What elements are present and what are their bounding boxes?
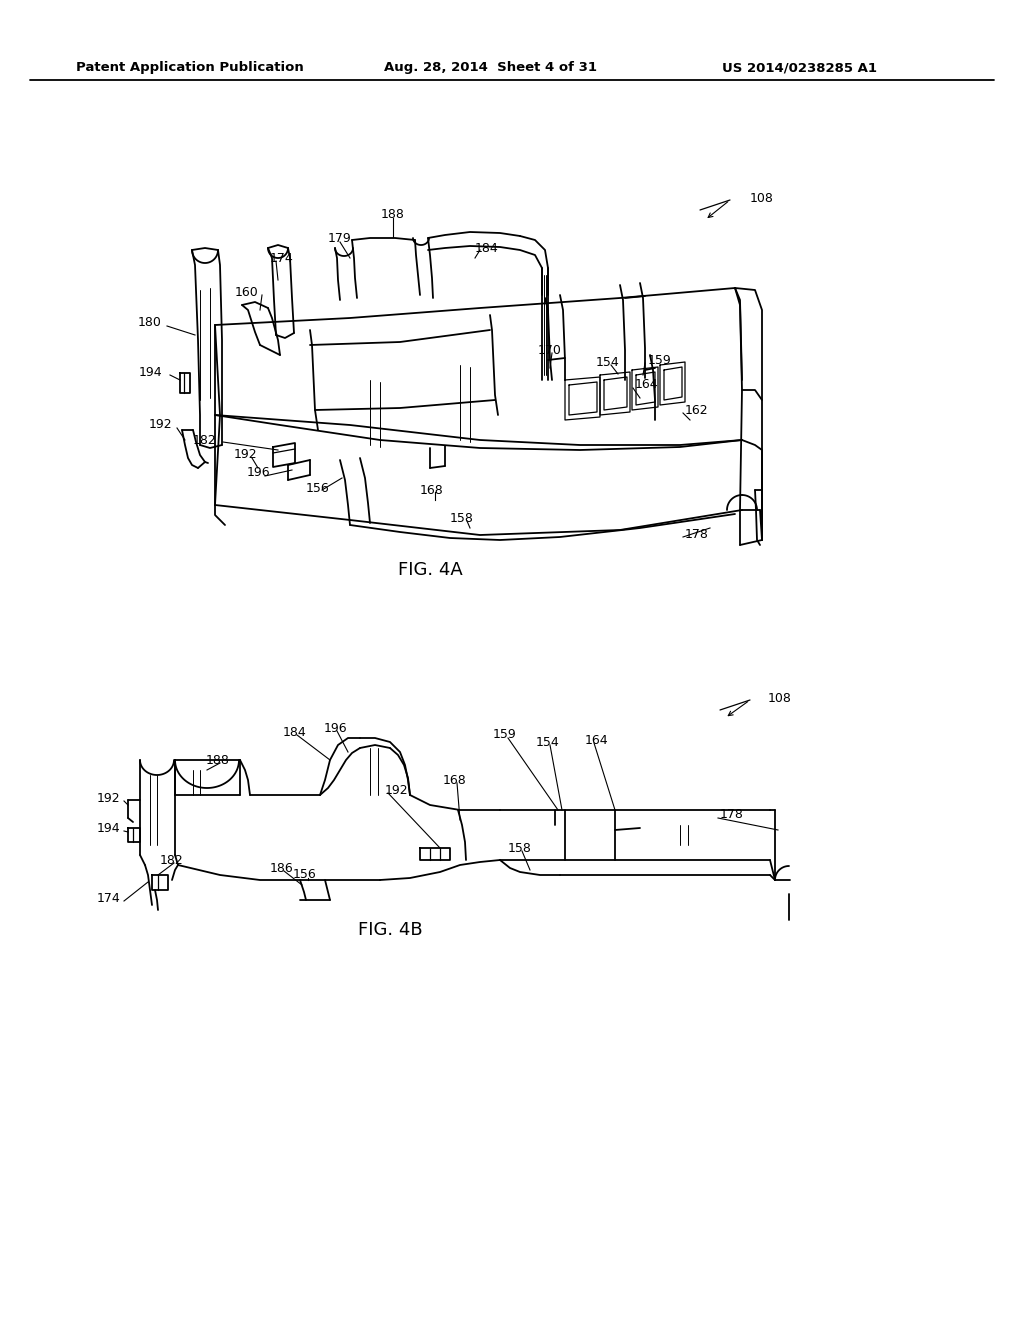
Text: 168: 168 — [420, 483, 443, 496]
Text: Patent Application Publication: Patent Application Publication — [76, 62, 304, 74]
Text: 164: 164 — [635, 379, 658, 392]
Text: 196: 196 — [324, 722, 347, 734]
Text: 164: 164 — [584, 734, 608, 747]
Text: 156: 156 — [306, 482, 330, 495]
Text: 168: 168 — [443, 774, 467, 787]
Text: 192: 192 — [233, 449, 257, 462]
Text: 188: 188 — [381, 209, 404, 222]
Text: 162: 162 — [685, 404, 709, 417]
Text: 182: 182 — [160, 854, 184, 866]
Text: 178: 178 — [720, 808, 743, 821]
Text: 159: 159 — [494, 729, 517, 742]
Text: 170: 170 — [538, 343, 562, 356]
Text: FIG. 4A: FIG. 4A — [397, 561, 463, 579]
Text: 178: 178 — [685, 528, 709, 541]
Text: 158: 158 — [451, 511, 474, 524]
Text: 160: 160 — [234, 285, 258, 298]
Text: 194: 194 — [138, 366, 162, 379]
Text: 196: 196 — [246, 466, 269, 479]
Text: 186: 186 — [270, 862, 294, 874]
Text: 179: 179 — [328, 231, 352, 244]
Text: Aug. 28, 2014  Sheet 4 of 31: Aug. 28, 2014 Sheet 4 of 31 — [384, 62, 597, 74]
Text: 174: 174 — [96, 891, 120, 904]
Text: 108: 108 — [768, 692, 792, 705]
Text: 159: 159 — [648, 354, 672, 367]
Text: 188: 188 — [206, 754, 230, 767]
Text: 180: 180 — [138, 317, 162, 330]
Text: 154: 154 — [537, 735, 560, 748]
Text: 184: 184 — [283, 726, 307, 738]
Text: 192: 192 — [148, 418, 172, 432]
Text: 182: 182 — [194, 433, 217, 446]
Text: 174: 174 — [270, 252, 294, 264]
Text: 108: 108 — [750, 191, 774, 205]
Text: 192: 192 — [385, 784, 409, 796]
Text: 156: 156 — [293, 869, 316, 882]
Text: 154: 154 — [596, 355, 620, 368]
Text: FIG. 4B: FIG. 4B — [357, 921, 422, 939]
Text: 192: 192 — [96, 792, 120, 804]
Text: US 2014/0238285 A1: US 2014/0238285 A1 — [723, 62, 878, 74]
Text: 184: 184 — [475, 242, 499, 255]
Text: 158: 158 — [508, 842, 531, 854]
Text: 194: 194 — [96, 821, 120, 834]
